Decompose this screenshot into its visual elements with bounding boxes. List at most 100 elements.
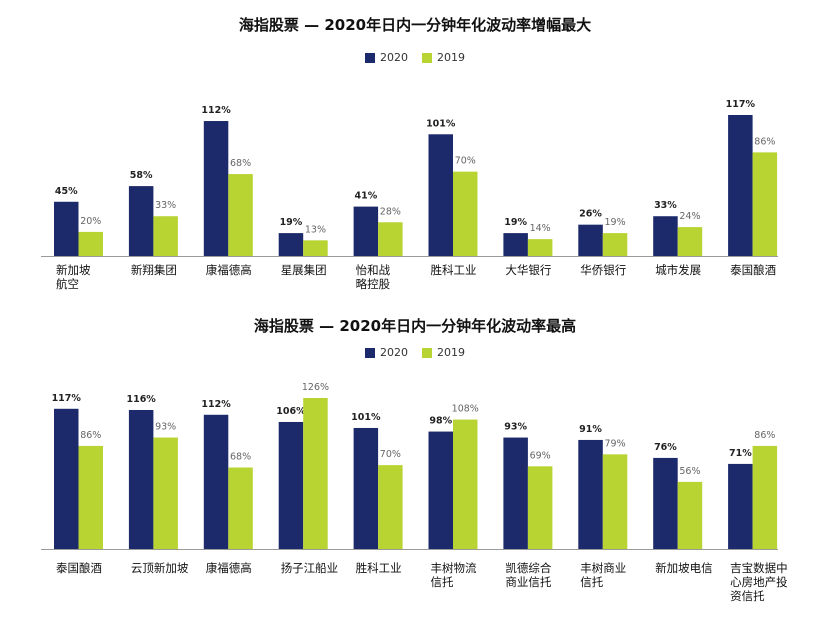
c1-bar-2019-5 [453,171,478,256]
c2-data-label-2020-8: 76% [654,442,677,453]
legend-label-2020: 2020 [380,346,408,359]
c1-bar-2020-7 [578,224,603,256]
c2-bar-2020-2 [203,414,229,549]
c2-data-label-2019-5: 108% [452,404,479,415]
c1-data-label-2019-8: 24% [679,211,700,222]
c2-category-label-5-0: 丰树物流 [431,561,477,575]
c2-bar-2020-5 [428,431,453,549]
c1-bar-2019-6 [527,239,553,256]
c2-bar-2019-2 [228,467,253,549]
c1-data-label-2020-0: 45% [55,186,78,197]
c2-category-label-4-0: 胜科工业 [356,561,402,575]
c1-bar-2019-8 [677,227,703,256]
c1-bar-2020-5 [428,134,453,256]
c2-data-label-2020-0: 117% [52,393,82,404]
c2-category-label-5-1: 信托 [431,575,454,589]
c1-data-label-2019-4: 28% [380,206,401,217]
legend-label-2020: 2020 [380,51,408,64]
c2-data-label-2020-2: 112% [201,399,231,410]
c1-data-label-2019-2: 68% [230,158,251,169]
c1-category-label-2-0: 康福德高 [206,263,252,277]
c1-bar-2020-9 [728,115,753,256]
c1-data-label-2020-8: 33% [654,200,677,211]
c2-bar-2020-3 [278,421,304,549]
c2-data-label-2020-1: 116% [126,394,156,405]
c1-bar-2020-6 [503,233,528,256]
c2-bar-2019-8 [677,481,703,549]
c1-category-label-4-1: 略控股 [356,277,391,291]
c1-category-label-1-0: 新翔集团 [131,263,177,277]
c1-bar-2020-1 [128,186,154,256]
chart1-title: 海指股票 — 2020年日内一分钟年化波动率增幅最大 [238,16,592,34]
c1-data-label-2019-9: 86% [754,136,775,147]
c2-bar-2020-9 [728,463,753,549]
c2-category-label-6-0: 凯德综合 [505,561,551,575]
c1-data-label-2020-9: 117% [726,99,756,110]
c2-bar-2019-1 [153,437,178,549]
c2-category-label-2-0: 康福德高 [206,561,252,575]
c2-data-label-2020-6: 93% [504,422,527,433]
c2-category-label-9-2: 资信托 [730,589,765,603]
c2-bar-2020-0 [54,408,79,549]
c1-bar-2019-7 [602,233,628,256]
c2-category-label-9-0: 吉宝数据中 [730,561,788,575]
c2-category-label-0-0: 泰国酿酒 [56,561,102,575]
c2-bar-2020-4 [353,427,379,549]
c2-data-label-2019-0: 86% [80,430,101,441]
c2-category-label-3-0: 扬子江船业 [281,561,339,575]
c2-bar-2020-1 [128,409,154,549]
c2-data-label-2019-3: 126% [302,382,329,393]
c1-data-label-2019-3: 13% [305,224,326,235]
c2-bar-2019-0 [78,445,103,549]
c1-bar-2019-1 [153,216,178,256]
legend-item-2020: 2020 [365,346,408,359]
c2-category-label-9-1: 心房地产投 [730,575,788,589]
c1-data-label-2020-3: 19% [280,217,303,228]
legend-swatch-2019 [422,347,432,358]
c2-category-label-6-1: 商业信托 [505,575,551,589]
c1-data-label-2020-4: 41% [354,191,377,202]
legend-swatch-2020 [365,52,375,63]
c1-bar-2020-8 [653,216,678,256]
c1-data-label-2019-7: 19% [604,217,625,228]
c2-bar-2019-9 [752,445,778,549]
c1-bar-2020-2 [203,121,229,257]
c1-category-label-7-0: 华侨银行 [580,263,626,277]
c1-category-label-5-0: 胜科工业 [431,263,477,277]
legend-item-2020: 2020 [365,51,408,64]
c2-bar-2019-4 [378,465,403,549]
c2-bar-2020-7 [578,439,603,549]
c2-category-label-7-1: 信托 [580,575,603,589]
c1-data-label-2020-6: 19% [504,217,527,228]
c1-category-label-0-0: 新加坡 [56,263,91,277]
c2-bar-2019-3 [303,398,328,549]
c1-data-label-2020-7: 26% [579,209,602,220]
c2-bar-2019-6 [527,466,553,549]
c1-data-label-2020-5: 101% [426,118,456,129]
c2-data-label-2019-2: 68% [230,452,251,463]
c1-data-label-2019-6: 14% [530,223,551,234]
c1-data-label-2019-0: 20% [80,216,101,227]
c2-data-label-2019-8: 56% [679,466,700,477]
legend-swatch-2019 [422,52,432,63]
c1-bar-2019-0 [78,231,103,256]
c2-category-label-7-0: 丰树商业 [580,561,626,575]
c1-bar-2019-3 [303,240,328,256]
c2-data-label-2020-7: 91% [579,424,602,435]
c1-data-label-2019-5: 70% [455,156,476,167]
chart2-title: 海指股票 — 2020年日内一分钟年化波动率最高 [253,317,577,335]
c1-category-label-8-0: 城市发展 [655,263,701,277]
c1-bar-2020-4 [353,206,379,256]
c1-bar-2019-2 [228,174,253,256]
chart1-plot: 45%20%新加坡航空58%33%新翔集团112%68%康福德高19%13%星展… [41,99,778,291]
c1-category-label-9-0: 泰国酿酒 [730,263,776,277]
c2-data-label-2019-9: 86% [754,430,775,441]
c2-data-label-2020-5: 98% [429,416,452,427]
legend-swatch-2020 [365,347,375,358]
c2-category-label-1-0: 云顶新加坡 [131,561,189,575]
c1-data-label-2019-1: 33% [155,200,176,211]
c1-bar-2020-3 [278,233,304,256]
chart2-legend: 2020 2019 [0,346,830,359]
c2-bar-2020-8 [653,457,678,549]
